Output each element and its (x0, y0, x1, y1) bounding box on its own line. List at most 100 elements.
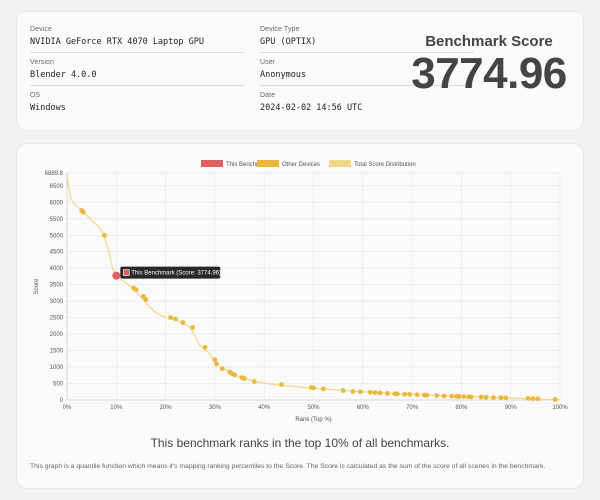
y-tick-label: 6500 (50, 184, 64, 190)
device-field: Device NVIDIA GeForce RTX 4070 Laptop GP… (30, 26, 244, 53)
other-device-point (102, 232, 107, 238)
date-field: Date 2024-02-02 14:56 UTC (260, 92, 474, 118)
other-device-point (377, 390, 383, 396)
y-axis-title: Score (34, 278, 40, 294)
date-label: Date (260, 92, 276, 99)
chart-card: 0 500 1000 1500 2000 2500 3000 3500 4000 4500 5000… (17, 144, 583, 488)
version-value: Blender 4.0.0 (30, 70, 244, 86)
other-device-point (530, 396, 536, 401)
device-label: Device (30, 26, 52, 33)
x-tick-label: 100% (552, 405, 568, 411)
other-device-point (212, 357, 218, 363)
other-device-point (80, 209, 86, 215)
device-value: NVIDIA GeForce RTX 4070 Laptop GPU (30, 37, 244, 53)
other-device-point (525, 395, 531, 401)
os-value: Windows (30, 103, 66, 113)
y-tick-label: 1500 (50, 349, 64, 355)
other-device-point (372, 390, 378, 395)
y-tick-label: 3000 (50, 299, 64, 305)
other-device-point (251, 379, 257, 384)
x-tick-label: 0% (63, 405, 72, 411)
other-device-point (180, 320, 186, 325)
legend-swatch (257, 160, 279, 167)
distribution-curve (66, 172, 561, 401)
this-benchmark-point[interactable] (112, 271, 121, 280)
other-device-point (173, 316, 178, 322)
other-device-point (190, 325, 196, 330)
other-device-point (340, 388, 346, 393)
other-device-point (491, 395, 496, 400)
benchmark-score-value: 3774.96 (411, 49, 567, 98)
y-tick-label: 3500 (50, 283, 64, 289)
date-value: 2024-02-02 14:56 UTC (260, 103, 363, 113)
chart-description: This graph is a quantile function which … (30, 463, 546, 470)
x-tick-label: 40% (258, 405, 271, 411)
legend-swatch (329, 160, 351, 167)
y-tick-label: 0 (60, 398, 64, 404)
legend-swatch (201, 160, 223, 167)
other-device-point (350, 389, 356, 394)
other-device-point (143, 297, 149, 302)
other-device-point (367, 389, 373, 395)
os-label: OS (30, 92, 41, 99)
other-device-point (424, 392, 430, 398)
legend-item[interactable]: This Benchmark (201, 160, 270, 168)
version-field: Version Blender 4.0.0 (30, 59, 244, 86)
legend-item[interactable]: Total Score Distribution (329, 160, 416, 168)
other-device-point (414, 392, 420, 398)
this-benchmark-tooltip: This Benchmark (Score: 3774.96) (120, 266, 221, 279)
benchmark-info-card: Device NVIDIA GeForce RTX 4070 Laptop GP… (17, 12, 583, 130)
chart-grid (66, 172, 561, 401)
other-device-point (320, 386, 326, 392)
legend-label: Total Score Distribution (354, 162, 416, 168)
y-tick-label: 4000 (50, 266, 64, 272)
tooltip-background (120, 266, 221, 279)
tooltip-label: This Benchmark (Score: 3774.96) (131, 271, 221, 277)
legend-label: Other Devices (282, 162, 320, 168)
y-tick-label: 6000 (50, 200, 64, 206)
tooltip-swatch (123, 269, 130, 276)
x-tick-label: 60% (357, 405, 370, 411)
other-device-point (311, 385, 316, 391)
other-device-point (468, 394, 474, 400)
y-tick-label: 2500 (50, 316, 64, 322)
y-tick-label: 1000 (50, 365, 64, 371)
user-label: User (260, 59, 276, 66)
x-tick-label: 20% (160, 405, 173, 411)
user-value: Anonymous (260, 70, 474, 86)
y-tick-label: 5000 (50, 233, 64, 239)
other-device-point (202, 344, 208, 350)
legend-item[interactable]: Other Devices (257, 160, 320, 168)
y-tick-label: 2000 (50, 332, 64, 338)
other-device-point (394, 391, 400, 397)
other-device-point (141, 293, 146, 299)
chart-legend[interactable]: This Benchmark Other Devices Total Score D… (201, 160, 416, 168)
x-tick-label: 10% (110, 405, 123, 411)
other-device-point (449, 393, 454, 399)
x-tick-label: 70% (406, 405, 419, 411)
this-benchmark-marker-group[interactable]: This Benchmark (Score: 3774.96) (112, 266, 221, 280)
x-tick-label: 80% (455, 405, 468, 411)
rank-summary: This benchmark ranks in the top 10% of a… (150, 436, 450, 450)
other-device-point (441, 393, 447, 399)
y-tick-label: 500 (53, 382, 64, 388)
other-device-point (357, 389, 363, 395)
other-device-point (133, 287, 139, 293)
other-device-point (213, 361, 219, 367)
other-device-point (279, 382, 284, 387)
other-device-point (385, 391, 390, 396)
device-type-label: Device Type (260, 26, 300, 33)
x-tick-label: 90% (505, 405, 518, 411)
rank-score-chart: 0 500 1000 1500 2000 2500 3000 3500 4000 4500 5000… (34, 160, 568, 423)
other-device-point (461, 394, 467, 399)
other-device-point (219, 366, 225, 372)
x-tick-label: 50% (307, 405, 320, 411)
other-device-point (232, 372, 238, 378)
other-device-point (168, 315, 173, 321)
other-device-point (552, 397, 558, 402)
other-device-point (503, 395, 509, 401)
user-field: User Anonymous (260, 59, 474, 86)
version-label: Version (30, 59, 55, 66)
x-axis-title: Rank (Top %) (295, 417, 331, 423)
y-tick-label: 6889.8 (45, 171, 64, 177)
